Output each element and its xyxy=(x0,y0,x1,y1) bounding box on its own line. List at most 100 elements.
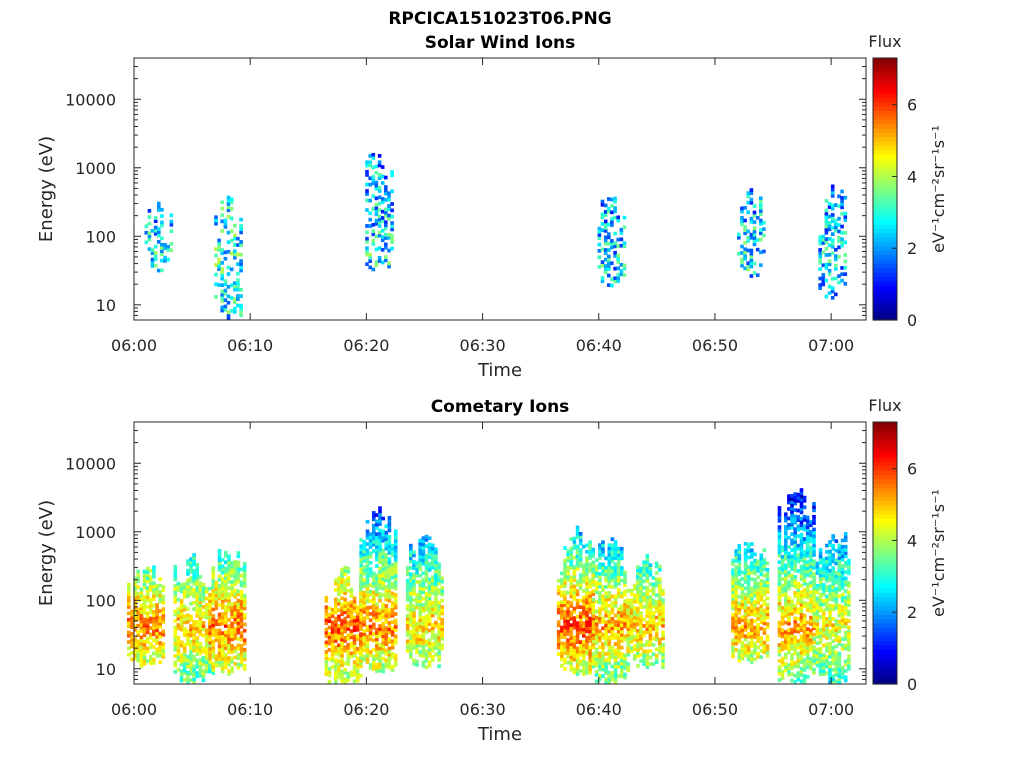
flux-cell xyxy=(375,589,379,594)
flux-cell xyxy=(233,633,238,637)
x-axis: 06:00 06:10 06:20 06:30 06:40 06:50 07:00 xyxy=(111,422,854,719)
flux-cell xyxy=(818,602,823,607)
flux-cell xyxy=(418,545,422,549)
flux-cell xyxy=(224,554,228,558)
flux-cell xyxy=(220,583,225,588)
flux-cell xyxy=(387,570,392,574)
flux-cell xyxy=(815,599,820,604)
flux-cell xyxy=(799,516,804,521)
flux-cell xyxy=(790,602,794,606)
flux-cell xyxy=(585,616,589,621)
flux-cell xyxy=(645,569,650,574)
flux-cell xyxy=(753,571,757,576)
flux-cell xyxy=(145,659,150,663)
flux-cell xyxy=(149,632,153,637)
flux-cell xyxy=(563,546,567,550)
flux-cell xyxy=(790,525,794,530)
flux-cell xyxy=(220,296,224,300)
flux-cell xyxy=(390,189,394,194)
flux-cell xyxy=(840,240,844,245)
flux-cell xyxy=(145,579,150,584)
flux-cell xyxy=(136,572,140,577)
flux-cell xyxy=(179,589,184,594)
flux-cell xyxy=(802,514,807,519)
flux-cell xyxy=(384,613,389,618)
flux-cell xyxy=(629,617,634,622)
flux-cell xyxy=(327,679,332,684)
flux-cell xyxy=(211,614,216,618)
flux-cell xyxy=(793,514,797,519)
flux-cell xyxy=(192,664,196,669)
flux-cell xyxy=(198,581,203,586)
flux-cell xyxy=(601,664,605,669)
flux-cell xyxy=(639,659,643,663)
flux-cell xyxy=(378,573,382,577)
flux-cell xyxy=(227,592,231,597)
flux-cell xyxy=(822,653,826,657)
flux-cell xyxy=(378,576,382,581)
flux-cell xyxy=(613,677,618,681)
flux-cell xyxy=(575,589,580,593)
flux-cell xyxy=(198,632,203,637)
flux-cell xyxy=(189,656,193,660)
flux-cell xyxy=(359,566,363,571)
flux-cell xyxy=(815,568,820,572)
flux-cell xyxy=(418,541,422,546)
flux-cell xyxy=(227,573,231,578)
panel-title: Cometary Ions xyxy=(431,397,570,417)
flux-cell xyxy=(152,587,156,592)
flux-cell xyxy=(186,594,190,599)
flux-cell xyxy=(796,642,801,647)
flux-cell xyxy=(334,651,338,656)
flux-cell xyxy=(793,642,797,646)
flux-cell xyxy=(588,549,592,554)
flux-cell xyxy=(346,614,351,619)
flux-cell xyxy=(822,611,826,616)
flux-cell xyxy=(837,651,842,656)
flux-cell xyxy=(440,592,444,597)
plot-frame xyxy=(133,57,867,321)
flux-cell xyxy=(390,550,395,554)
flux-cell xyxy=(588,626,592,630)
flux-cell xyxy=(793,527,797,531)
flux-cell xyxy=(372,606,376,611)
flux-cell xyxy=(201,585,206,590)
flux-cell xyxy=(387,538,392,542)
flux-cell xyxy=(585,667,589,672)
flux-cell xyxy=(620,556,624,561)
flux-cell xyxy=(790,608,794,613)
flux-cell xyxy=(834,673,839,677)
flux-cell xyxy=(412,604,416,609)
flux-cell xyxy=(812,582,817,587)
flux-cell xyxy=(434,604,438,609)
flux-cell xyxy=(840,586,845,590)
flux-cell xyxy=(330,652,335,657)
flux-cell xyxy=(822,592,826,597)
flux-cell xyxy=(623,624,627,629)
flux-cell xyxy=(340,583,344,588)
flux-cell xyxy=(642,652,646,657)
flux-cell xyxy=(224,560,228,565)
flux-cell xyxy=(607,638,612,643)
flux-cell xyxy=(390,620,395,624)
flux-cell xyxy=(208,618,212,623)
flux-cell xyxy=(434,643,438,647)
flux-cell xyxy=(756,594,760,599)
flux-cell xyxy=(731,613,735,617)
flux-cell xyxy=(160,242,164,247)
flux-cell xyxy=(777,582,782,587)
flux-cell xyxy=(239,621,244,626)
flux-cell xyxy=(418,640,422,645)
flux-cell xyxy=(387,551,392,555)
flux-cell xyxy=(224,646,228,651)
flux-cell xyxy=(784,655,788,660)
flux-cell xyxy=(182,620,187,625)
flux-cell xyxy=(734,565,738,569)
flux-cell xyxy=(372,574,376,579)
flux-cell xyxy=(176,636,181,640)
flux-cell xyxy=(440,589,444,593)
flux-cell xyxy=(837,604,842,608)
flux-cell xyxy=(214,631,219,636)
colorbar-step xyxy=(873,123,897,129)
flux-cell xyxy=(173,647,178,652)
